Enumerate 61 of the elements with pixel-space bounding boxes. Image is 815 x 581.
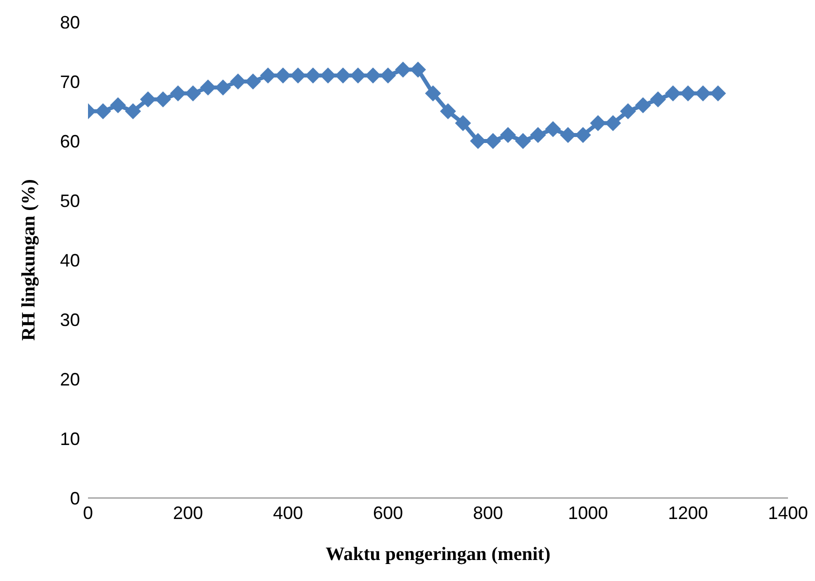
point xyxy=(590,115,606,132)
point xyxy=(545,121,561,138)
point xyxy=(260,68,276,84)
point xyxy=(680,85,696,102)
point xyxy=(425,85,441,102)
y-tick-label: 30 xyxy=(60,310,80,330)
point xyxy=(275,68,291,84)
y-tick-label: 70 xyxy=(60,72,80,92)
point xyxy=(515,133,531,149)
point xyxy=(605,115,621,132)
point xyxy=(530,127,546,144)
x-tick-label: 1400 xyxy=(768,502,808,523)
point xyxy=(200,79,216,96)
point xyxy=(305,68,321,84)
x-tick-label: 200 xyxy=(172,502,204,523)
point xyxy=(290,68,306,84)
point xyxy=(650,91,666,108)
point xyxy=(245,74,261,90)
point xyxy=(560,127,576,144)
y-tick-label: 20 xyxy=(60,369,80,390)
point xyxy=(455,115,471,132)
point xyxy=(635,97,651,114)
point xyxy=(485,133,501,149)
point xyxy=(95,103,111,120)
point xyxy=(185,85,201,102)
x-tick-label: 600 xyxy=(372,502,404,523)
point xyxy=(500,127,516,144)
y-tick-label: 50 xyxy=(60,190,80,211)
point xyxy=(395,62,411,78)
point xyxy=(125,103,141,120)
x-tick-label: 1000 xyxy=(568,502,608,523)
x-tick-label: 800 xyxy=(472,502,504,523)
point xyxy=(380,68,396,84)
point xyxy=(140,91,156,108)
point xyxy=(575,127,591,144)
point xyxy=(365,68,381,84)
y-tick-label: 60 xyxy=(60,131,80,152)
point xyxy=(155,91,171,108)
point xyxy=(215,79,231,96)
x-axis-title: Waktu pengeringan (menit) xyxy=(326,544,550,565)
y-tick-label: 80 xyxy=(60,12,80,32)
x-tick-label: 400 xyxy=(272,502,304,523)
y-tick-label: 10 xyxy=(60,428,80,449)
point xyxy=(320,68,336,84)
point xyxy=(335,68,351,84)
point xyxy=(350,68,366,84)
point xyxy=(230,74,246,90)
point xyxy=(710,85,726,102)
point xyxy=(470,133,486,149)
point xyxy=(170,85,186,102)
point xyxy=(695,85,711,102)
x-tick-label: 0 xyxy=(82,502,94,523)
point xyxy=(410,62,426,78)
y-tick-label: 40 xyxy=(60,250,80,270)
y-tick-label: 0 xyxy=(70,488,80,508)
point xyxy=(110,97,126,114)
point xyxy=(665,85,681,102)
x-tick-label: 1200 xyxy=(668,502,708,523)
point xyxy=(440,103,456,120)
point xyxy=(620,103,636,120)
y-axis-title: RH lingkungan (%) xyxy=(18,179,40,341)
